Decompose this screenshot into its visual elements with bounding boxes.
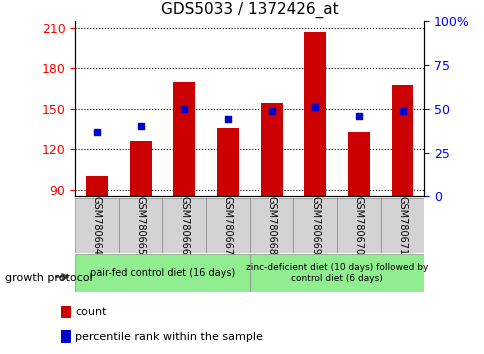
Bar	[347, 132, 369, 196]
Bar	[206, 198, 249, 253]
Bar	[75, 198, 119, 253]
Text: GSM780669: GSM780669	[310, 196, 319, 255]
Point	[311, 104, 318, 110]
Text: GSM780671: GSM780671	[397, 196, 407, 255]
Point	[180, 106, 188, 112]
Text: count: count	[75, 307, 106, 317]
Title: GDS5033 / 1372426_at: GDS5033 / 1372426_at	[161, 2, 338, 18]
Bar	[173, 82, 195, 196]
Point	[136, 124, 144, 129]
Text: zinc-deficient diet (10 days) followed by
control diet (6 days): zinc-deficient diet (10 days) followed b…	[245, 263, 427, 282]
Text: pair-fed control diet (16 days): pair-fed control diet (16 days)	[90, 268, 235, 278]
Text: GSM780666: GSM780666	[179, 196, 189, 255]
Text: growth protocol: growth protocol	[5, 273, 92, 283]
Bar	[61, 306, 71, 318]
Bar	[216, 128, 238, 196]
Bar	[86, 176, 107, 196]
Text: GSM780668: GSM780668	[266, 196, 276, 255]
Text: GSM780665: GSM780665	[136, 196, 145, 255]
Bar	[249, 198, 293, 253]
Bar	[129, 141, 151, 196]
Bar	[260, 103, 282, 196]
Bar	[391, 85, 412, 196]
Bar	[162, 198, 206, 253]
Point	[398, 108, 406, 113]
Bar	[336, 198, 380, 253]
Point	[354, 113, 362, 119]
Point	[267, 108, 275, 113]
Text: percentile rank within the sample: percentile rank within the sample	[75, 332, 263, 342]
Bar	[380, 198, 424, 253]
Bar	[119, 198, 162, 253]
Bar	[75, 254, 249, 292]
Bar	[249, 254, 424, 292]
Text: GSM780667: GSM780667	[223, 196, 232, 255]
Bar	[303, 32, 325, 196]
Point	[93, 129, 101, 135]
Bar	[293, 198, 336, 253]
Point	[224, 116, 231, 122]
Text: GSM780670: GSM780670	[353, 196, 363, 255]
Text: GSM780664: GSM780664	[92, 196, 102, 255]
Bar	[61, 330, 71, 343]
